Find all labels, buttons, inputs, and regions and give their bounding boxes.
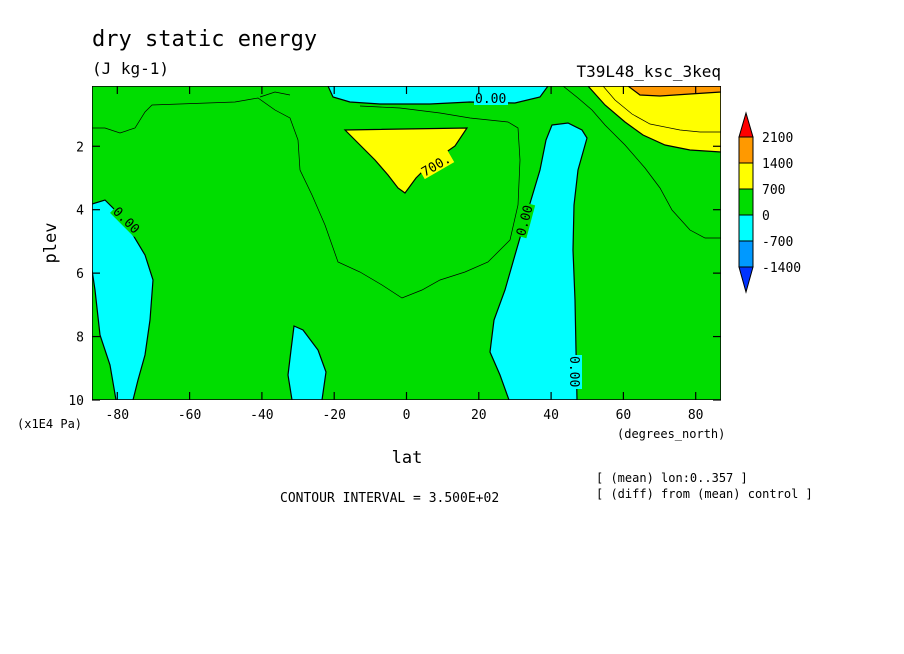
colorbar-label-3: 0	[762, 209, 770, 224]
colorbar-label-5: -1400	[762, 261, 801, 276]
colorbar-arrow-bottom	[738, 266, 754, 294]
x-tick-label: 60	[616, 408, 632, 423]
contour-plot-area: 0.00 700. 0.00 0.00 0.00	[92, 86, 721, 400]
y-axis-label: plev	[41, 223, 61, 264]
x-tick-label: 20	[471, 408, 487, 423]
colorbar-arrow-top	[738, 111, 754, 138]
contour-interval-text: CONTOUR INTERVAL = 3.500E+02	[280, 491, 499, 506]
y-axis: 2 4 6 8 10	[68, 140, 721, 409]
x-axis: -80 -60 -40 -20 0 20 40 60 80	[106, 86, 704, 423]
x-tick-label: 40	[543, 408, 559, 423]
colorbar-label-0: 2100	[762, 131, 793, 146]
colorbar-swatch-cyan	[738, 214, 754, 242]
x-tick-label: -80	[106, 408, 129, 423]
contour-label-4: 0.00	[566, 356, 581, 387]
x-tick-label: 80	[688, 408, 704, 423]
colorbar-swatch-yellow	[738, 162, 754, 190]
x-axis-label: lat	[392, 448, 423, 468]
x-tick-label: -60	[178, 408, 201, 423]
colorbar-label-1: 1400	[762, 157, 793, 172]
x-tick-label: -40	[250, 408, 273, 423]
y-axis-units: (x1E4 Pa)	[17, 417, 82, 431]
contour-line-north-2	[602, 86, 721, 133]
contour-label-0: 0.00	[475, 92, 506, 107]
colorbar: 2100 1400 700 0 -700 -1400	[738, 111, 801, 294]
colorbar-label-4: -700	[762, 235, 793, 250]
y-tick-label: 10	[68, 394, 84, 409]
region-orange-north-polar	[627, 86, 721, 97]
region-cyan-upper-tropical	[327, 86, 549, 105]
region-yellow-tropical-bubble	[343, 127, 469, 194]
run-label: T39L48_ksc_3keq	[577, 62, 722, 81]
thin-contour-lines	[92, 86, 721, 299]
y-tick-label: 6	[76, 267, 84, 282]
chart-units: (J kg-1)	[92, 59, 169, 78]
colorbar-swatch-orange	[738, 136, 754, 164]
y-tick-label: 8	[76, 331, 84, 346]
x-axis-units: (degrees_north)	[617, 427, 725, 441]
y-tick-label: 4	[76, 204, 84, 219]
contour-line-central-v	[92, 97, 521, 299]
contour-line-top-small	[259, 91, 291, 98]
contour-line-north-1	[562, 86, 721, 239]
x-tick-label: -20	[322, 408, 345, 423]
region-yellow-north-polar	[587, 86, 721, 153]
colorbar-swatch-lightblue	[738, 240, 754, 268]
colorbar-label-2: 700	[762, 183, 785, 198]
x-tick-label: 0	[403, 408, 411, 423]
y-tick-label: 2	[76, 140, 84, 155]
region-cyan-midlat-south	[287, 325, 327, 400]
chart-title: dry static energy	[92, 27, 317, 52]
note-mean-lon: [ (mean) lon:0..357 ]	[596, 471, 748, 485]
note-diff-control: [ (diff) from (mean) control ]	[596, 487, 813, 501]
colorbar-swatch-green	[738, 188, 754, 216]
